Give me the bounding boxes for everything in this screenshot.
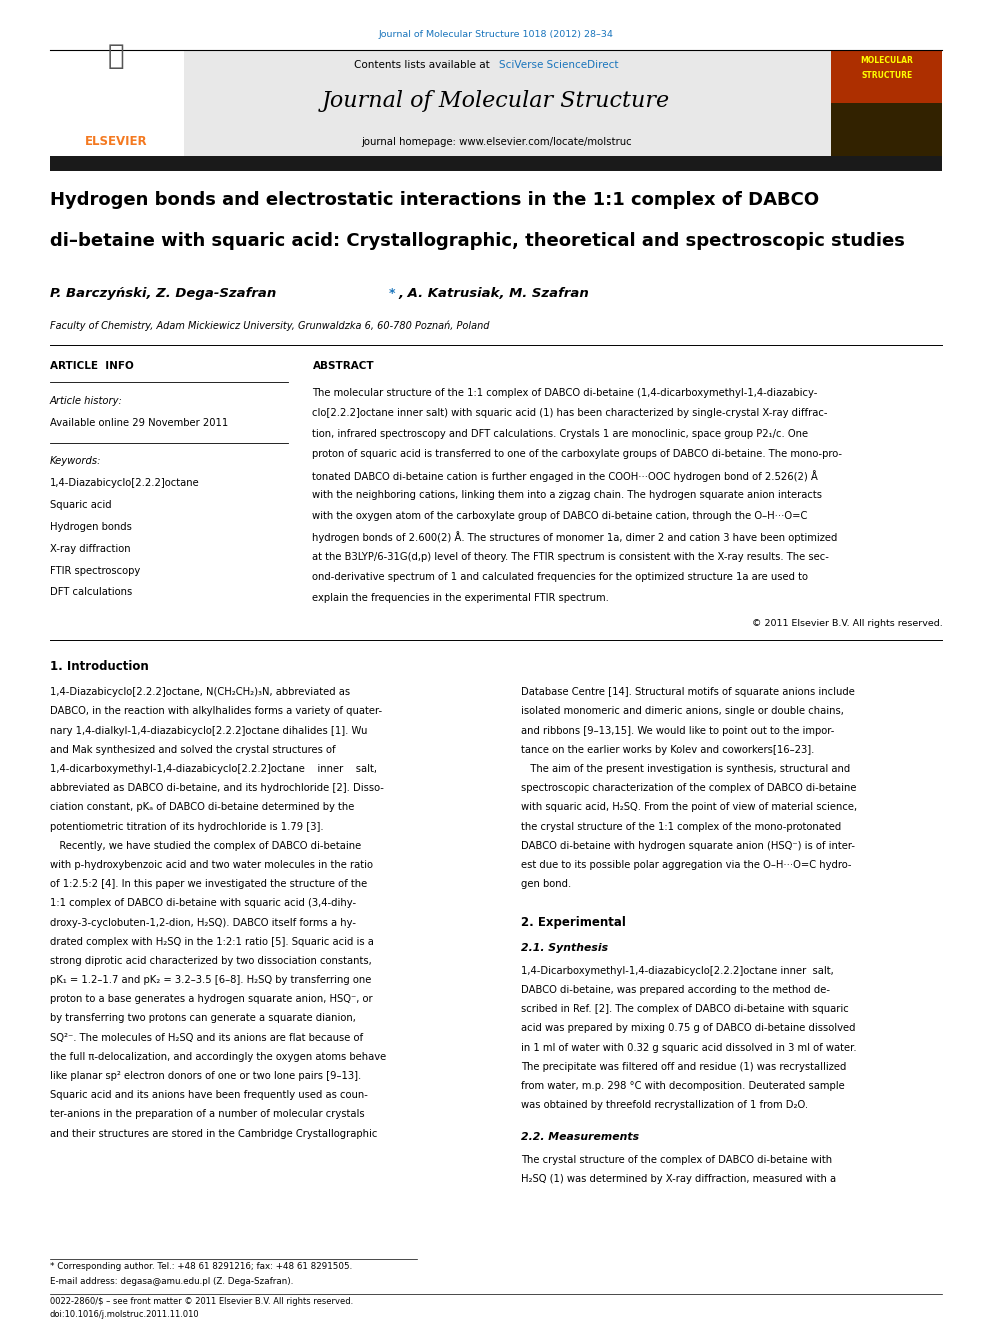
- Text: proton to a base generates a hydrogen squarate anion, HSQ⁻, or: proton to a base generates a hydrogen sq…: [50, 995, 372, 1004]
- Text: clo[2.2.2]octane inner salt) with squaric acid (1) has been characterized by sin: clo[2.2.2]octane inner salt) with squari…: [312, 407, 828, 418]
- Text: © 2011 Elsevier B.V. All rights reserved.: © 2011 Elsevier B.V. All rights reserved…: [752, 619, 942, 627]
- Text: ARTICLE  INFO: ARTICLE INFO: [50, 361, 133, 372]
- Text: with the neighboring cations, linking them into a zigzag chain. The hydrogen squ: with the neighboring cations, linking th…: [312, 491, 822, 500]
- Bar: [50, 50, 942, 156]
- Text: ciation constant, pKₐ of DABCO di-betaine determined by the: ciation constant, pKₐ of DABCO di-betain…: [50, 802, 354, 812]
- Text: Database Centre [14]. Structural motifs of squarate anions include: Database Centre [14]. Structural motifs …: [521, 688, 855, 697]
- Bar: [50, 156, 942, 171]
- Text: tance on the earlier works by Kolev and coworkers[16–23].: tance on the earlier works by Kolev and …: [521, 745, 814, 755]
- Text: in 1 ml of water with 0.32 g squaric acid dissolved in 3 ml of water.: in 1 ml of water with 0.32 g squaric aci…: [521, 1043, 856, 1053]
- Text: the full π-delocalization, and accordingly the oxygen atoms behave: the full π-delocalization, and according…: [50, 1052, 386, 1062]
- Text: acid was prepared by mixing 0.75 g of DABCO di-betaine dissolved: acid was prepared by mixing 0.75 g of DA…: [521, 1024, 855, 1033]
- Text: The aim of the present investigation is synthesis, structural and: The aim of the present investigation is …: [521, 765, 850, 774]
- Text: 1,4-Dicarboxymethyl-1,4-diazabicyclo[2.2.2]octane inner  salt,: 1,4-Dicarboxymethyl-1,4-diazabicyclo[2.2…: [521, 966, 833, 976]
- Bar: [831, 103, 942, 156]
- Text: gen bond.: gen bond.: [521, 880, 571, 889]
- Text: 2.1. Synthesis: 2.1. Synthesis: [521, 943, 608, 954]
- Text: nary 1,4-dialkyl-1,4-diazabicyclo[2.2.2]octane dihalides [1]. Wu: nary 1,4-dialkyl-1,4-diazabicyclo[2.2.2]…: [50, 726, 367, 736]
- Text: di–betaine with squaric acid: Crystallographic, theoretical and spectroscopic st: di–betaine with squaric acid: Crystallog…: [50, 232, 905, 250]
- Text: proton of squaric acid is transferred to one of the carboxylate groups of DABCO : proton of squaric acid is transferred to…: [312, 450, 842, 459]
- Text: explain the frequencies in the experimental FTIR spectrum.: explain the frequencies in the experimen…: [312, 593, 609, 603]
- Text: Hydrogen bonds: Hydrogen bonds: [50, 523, 132, 532]
- Text: P. Barczyński, Z. Dega-Szafran: P. Barczyński, Z. Dega-Szafran: [50, 287, 276, 300]
- Text: STRUCTURE: STRUCTURE: [861, 71, 913, 81]
- Text: doi:10.1016/j.molstruc.2011.11.010: doi:10.1016/j.molstruc.2011.11.010: [50, 1310, 199, 1319]
- Text: abbreviated as DABCO di-betaine, and its hydrochloride [2]. Disso-: abbreviated as DABCO di-betaine, and its…: [50, 783, 384, 794]
- Text: ter-anions in the preparation of a number of molecular crystals: ter-anions in the preparation of a numbe…: [50, 1109, 364, 1119]
- Text: at the B3LYP/6-31G(d,p) level of theory. The FTIR spectrum is consistent with th: at the B3LYP/6-31G(d,p) level of theory.…: [312, 552, 829, 562]
- Text: Contents lists available at: Contents lists available at: [354, 60, 493, 70]
- Text: The molecular structure of the 1:1 complex of DABCO di-betaine (1,4-dicarboxymet: The molecular structure of the 1:1 compl…: [312, 388, 817, 398]
- Text: * Corresponding author. Tel.: +48 61 8291216; fax: +48 61 8291505.: * Corresponding author. Tel.: +48 61 829…: [50, 1262, 352, 1271]
- Text: scribed in Ref. [2]. The complex of DABCO di-betaine with squaric: scribed in Ref. [2]. The complex of DABC…: [521, 1004, 848, 1015]
- Text: 1:1 complex of DABCO di-betaine with squaric acid (3,4-dihy-: 1:1 complex of DABCO di-betaine with squ…: [50, 898, 356, 909]
- Text: and ribbons [9–13,15]. We would like to point out to the impor-: and ribbons [9–13,15]. We would like to …: [521, 726, 834, 736]
- Text: the crystal structure of the 1:1 complex of the mono-protonated: the crystal structure of the 1:1 complex…: [521, 822, 841, 832]
- Text: 0022-2860/$ – see front matter © 2011 Elsevier B.V. All rights reserved.: 0022-2860/$ – see front matter © 2011 El…: [50, 1297, 353, 1306]
- Text: hydrogen bonds of 2.600(2) Å. The structures of monomer 1a, dimer 2 and cation 3: hydrogen bonds of 2.600(2) Å. The struct…: [312, 532, 838, 542]
- Text: 2. Experimental: 2. Experimental: [521, 916, 626, 929]
- Text: 1,4-Diazabicyclo[2.2.2]octane, N(CH₂CH₂)₃N, abbreviated as: 1,4-Diazabicyclo[2.2.2]octane, N(CH₂CH₂)…: [50, 688, 350, 697]
- Text: DABCO di-betaine, was prepared according to the method de-: DABCO di-betaine, was prepared according…: [521, 986, 829, 995]
- Text: spectroscopic characterization of the complex of DABCO di-betaine: spectroscopic characterization of the co…: [521, 783, 856, 794]
- Text: and their structures are stored in the Cambridge Crystallographic: and their structures are stored in the C…: [50, 1129, 377, 1139]
- Text: ABSTRACT: ABSTRACT: [312, 361, 374, 372]
- Text: droxy-3-cyclobuten-1,2-dion, H₂SQ). DABCO itself forms a hy-: droxy-3-cyclobuten-1,2-dion, H₂SQ). DABC…: [50, 918, 355, 927]
- Text: with the oxygen atom of the carboxylate group of DABCO di-betaine cation, throug: with the oxygen atom of the carboxylate …: [312, 511, 807, 521]
- Text: 1,4-Diazabicyclo[2.2.2]octane: 1,4-Diazabicyclo[2.2.2]octane: [50, 479, 199, 488]
- Text: DABCO, in the reaction with alkylhalides forms a variety of quater-: DABCO, in the reaction with alkylhalides…: [50, 706, 382, 717]
- Text: Journal of Molecular Structure: Journal of Molecular Structure: [322, 90, 670, 112]
- Text: , A. Katrusiak, M. Szafran: , A. Katrusiak, M. Szafran: [399, 287, 589, 300]
- Text: Squaric acid and its anions have been frequently used as coun-: Squaric acid and its anions have been fr…: [50, 1090, 367, 1101]
- Text: ond-derivative spectrum of 1 and calculated frequencies for the optimized struct: ond-derivative spectrum of 1 and calcula…: [312, 573, 808, 582]
- Text: MOLECULAR: MOLECULAR: [860, 56, 914, 65]
- Text: pK₁ = 1.2–1.7 and pK₂ = 3.2–3.5 [6–8]. H₂SQ by transferring one: pK₁ = 1.2–1.7 and pK₂ = 3.2–3.5 [6–8]. H…: [50, 975, 371, 986]
- Text: of 1:2.5:2 [4]. In this paper we investigated the structure of the: of 1:2.5:2 [4]. In this paper we investi…: [50, 880, 367, 889]
- Text: SciVerse ScienceDirect: SciVerse ScienceDirect: [499, 60, 618, 70]
- Text: Hydrogen bonds and electrostatic interactions in the 1:1 complex of DABCO: Hydrogen bonds and electrostatic interac…: [50, 191, 818, 209]
- Text: Keywords:: Keywords:: [50, 456, 101, 467]
- Text: 1. Introduction: 1. Introduction: [50, 660, 149, 672]
- Text: like planar sp² electron donors of one or two lone pairs [9–13].: like planar sp² electron donors of one o…: [50, 1072, 361, 1081]
- Text: potentiometric titration of its hydrochloride is 1.79 [3].: potentiometric titration of its hydrochl…: [50, 822, 323, 832]
- Text: Article history:: Article history:: [50, 396, 122, 406]
- Text: X-ray diffraction: X-ray diffraction: [50, 544, 130, 554]
- Text: SQ²⁻. The molecules of H₂SQ and its anions are flat because of: SQ²⁻. The molecules of H₂SQ and its anio…: [50, 1033, 363, 1043]
- Text: tonated DABCO di-betaine cation is further engaged in the COOH···OOC hydrogen bo: tonated DABCO di-betaine cation is furth…: [312, 470, 818, 482]
- Text: H₂SQ (1) was determined by X-ray diffraction, measured with a: H₂SQ (1) was determined by X-ray diffrac…: [521, 1175, 836, 1184]
- Bar: [831, 50, 942, 103]
- Text: 1,4-dicarboxymethyl-1,4-diazabicyclo[2.2.2]octane    inner    salt,: 1,4-dicarboxymethyl-1,4-diazabicyclo[2.2…: [50, 765, 377, 774]
- Text: Squaric acid: Squaric acid: [50, 500, 111, 511]
- Text: The precipitate was filtered off and residue (1) was recrystallized: The precipitate was filtered off and res…: [521, 1062, 846, 1072]
- Bar: [831, 50, 942, 156]
- Text: from water, m.p. 298 °C with decomposition. Deuterated sample: from water, m.p. 298 °C with decompositi…: [521, 1081, 844, 1091]
- Text: Recently, we have studied the complex of DABCO di-betaine: Recently, we have studied the complex of…: [50, 841, 361, 851]
- Text: The crystal structure of the complex of DABCO di-betaine with: The crystal structure of the complex of …: [521, 1155, 832, 1166]
- Text: and Mak synthesized and solved the crystal structures of: and Mak synthesized and solved the cryst…: [50, 745, 335, 755]
- Text: 𝓔: 𝓔: [108, 44, 124, 70]
- Text: journal homepage: www.elsevier.com/locate/molstruc: journal homepage: www.elsevier.com/locat…: [361, 136, 631, 147]
- Text: Faculty of Chemistry, Adam Mickiewicz University, Grunwaldzka 6, 60-780 Poznań, : Faculty of Chemistry, Adam Mickiewicz Un…: [50, 320, 489, 331]
- Text: Available online 29 November 2011: Available online 29 November 2011: [50, 418, 228, 429]
- Text: DFT calculations: DFT calculations: [50, 587, 132, 598]
- Text: FTIR spectroscopy: FTIR spectroscopy: [50, 566, 140, 576]
- Text: *: *: [389, 287, 396, 300]
- Text: DABCO di-betaine with hydrogen squarate anion (HSQ⁻) is of inter-: DABCO di-betaine with hydrogen squarate …: [521, 841, 855, 851]
- Text: was obtained by threefold recrystallization of 1 from D₂O.: was obtained by threefold recrystallizat…: [521, 1101, 807, 1110]
- Text: Journal of Molecular Structure 1018 (2012) 28–34: Journal of Molecular Structure 1018 (201…: [379, 30, 613, 40]
- Text: strong diprotic acid characterized by two dissociation constants,: strong diprotic acid characterized by tw…: [50, 957, 371, 966]
- Text: ELSEVIER: ELSEVIER: [84, 135, 148, 148]
- Text: tion, infrared spectroscopy and DFT calculations. Crystals 1 are monoclinic, spa: tion, infrared spectroscopy and DFT calc…: [312, 429, 808, 439]
- Text: with squaric acid, H₂SQ. From the point of view of material science,: with squaric acid, H₂SQ. From the point …: [521, 802, 857, 812]
- Text: 2.2. Measurements: 2.2. Measurements: [521, 1132, 639, 1143]
- Text: E-mail address: degasa@amu.edu.pl (Z. Dega-Szafran).: E-mail address: degasa@amu.edu.pl (Z. De…: [50, 1277, 293, 1286]
- Text: by transferring two protons can generate a squarate dianion,: by transferring two protons can generate…: [50, 1013, 355, 1024]
- Text: drated complex with H₂SQ in the 1:2:1 ratio [5]. Squaric acid is a: drated complex with H₂SQ in the 1:2:1 ra…: [50, 937, 373, 947]
- Text: isolated monomeric and dimeric anions, single or double chains,: isolated monomeric and dimeric anions, s…: [521, 706, 843, 717]
- Bar: [50, 50, 184, 156]
- Text: with p-hydroxybenzoic acid and two water molecules in the ratio: with p-hydroxybenzoic acid and two water…: [50, 860, 373, 871]
- Text: est due to its possible polar aggregation via the O–H···O=C hydro-: est due to its possible polar aggregatio…: [521, 860, 851, 871]
